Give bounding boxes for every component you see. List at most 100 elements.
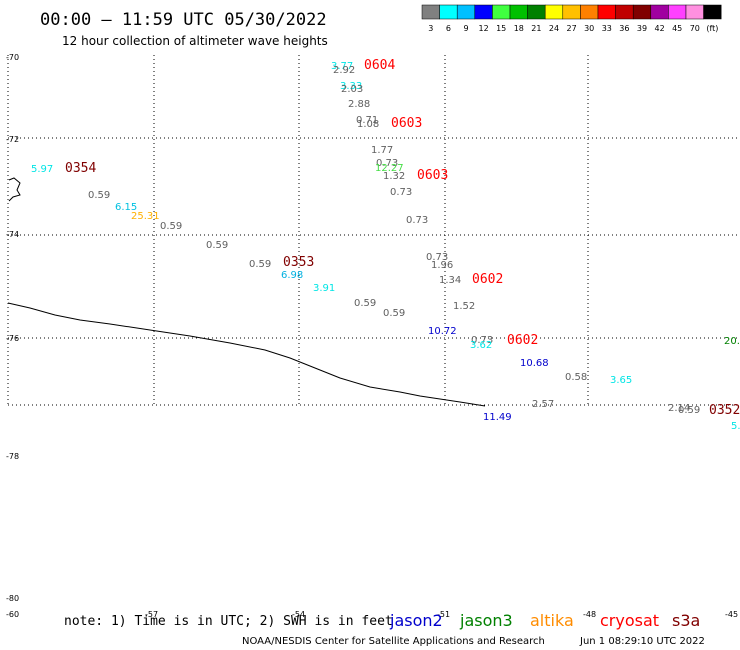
wave-height-value: 0.73 (390, 187, 412, 198)
wave-height-value: 2.88 (348, 99, 370, 110)
wave-height-value: 0.59 (383, 308, 405, 319)
pass-time-label: 0352 (709, 403, 740, 418)
legend-tick-label: 12 (479, 24, 489, 33)
legend-swatch (668, 4, 687, 20)
legend-tick-label: 9 (463, 24, 468, 33)
wave-height-value: 1.52 (453, 301, 475, 312)
wave-height-value: 10.72 (428, 326, 457, 337)
wave-height-value: 0.59 (678, 405, 700, 416)
legend-tick-label: 24 (549, 24, 559, 33)
legend-tick-label: 3 (428, 24, 433, 33)
pass-time-label: 0354 (65, 161, 96, 176)
wave-height-value: 1.77 (371, 145, 393, 156)
lon-label: -48 (583, 610, 596, 619)
wave-height-value: 3.33 (340, 81, 362, 92)
legend-tick-label: 18 (514, 24, 524, 33)
wave-height-value: 0.73 (471, 335, 493, 346)
legend-tick-label: 30 (584, 24, 594, 33)
legend-swatch (474, 4, 493, 20)
wave-height-value: 0.59 (160, 221, 182, 232)
legend-swatch (421, 4, 440, 20)
wave-height-value: 3.91 (313, 283, 335, 294)
wave-height-value: 0.73 (406, 215, 428, 226)
legend-tick-label: 36 (619, 24, 629, 33)
legend-swatch (562, 4, 581, 20)
legend-tick-label: 39 (637, 24, 647, 33)
wave-height-value: 3.65 (610, 375, 632, 386)
wave-height-value: 1.08 (357, 119, 379, 130)
wave-height-value: 11.49 (483, 412, 512, 423)
wave-height-value: 6.15 (115, 202, 137, 213)
wave-height-value: 3.62 (470, 340, 492, 351)
legend-swatch (615, 4, 634, 20)
satellite-label-jason2: jason2 (389, 611, 443, 630)
legend-swatch (456, 4, 476, 20)
legend-tick-label: 6 (446, 24, 451, 33)
footer-note: note: 1) Time is in UTC; 2) SWH is in fe… (64, 614, 393, 629)
satellite-label-jason3: jason3 (459, 611, 513, 630)
lat-label: -70 (6, 53, 19, 62)
legend-swatch (439, 4, 458, 20)
wave-height-value: 6.98 (281, 270, 303, 281)
lat-label: -78 (6, 452, 19, 461)
pass-time-label: 0353 (283, 255, 314, 270)
wave-height-value: 0.59 (206, 240, 228, 251)
wave-height-value: 0.73 (426, 252, 448, 263)
satellite-label-s3a: s3a (672, 611, 700, 630)
pass-time-label: 0604 (364, 58, 395, 73)
credit-text: NOAA/NESDIS Center for Satellite Applica… (242, 636, 545, 647)
wave-height-value: 0.73 (376, 158, 398, 169)
legend-swatch (685, 4, 704, 20)
lat-label: -72 (6, 135, 19, 144)
satellite-legend: jason2 jason3 altika cryosat s3a (389, 611, 700, 630)
legend-swatch (492, 4, 511, 20)
legend-swatch (632, 4, 652, 20)
legend-swatch (580, 4, 599, 20)
legend-swatch (703, 4, 722, 20)
wave-height-color-legend: 3 6 9 12 15 18 21 24 27 30 33 36 39 42 45 70 (ft) (421, 4, 722, 33)
wave-height-value: 20. (724, 336, 740, 347)
wave-height-value: 2.14 (668, 403, 690, 414)
wave-height-value: 3.77 (331, 61, 353, 72)
pass-time-label: 0603 (391, 116, 422, 131)
wave-height-value: 5.97 (31, 164, 53, 175)
legend-swatch (544, 4, 564, 20)
satellite-label-altika: altika (530, 611, 574, 630)
wave-height-value: 0.71 (356, 115, 378, 126)
legend-tick-label: 21 (531, 24, 541, 33)
lon-label: -51 (437, 610, 450, 619)
lat-label: -74 (6, 230, 19, 239)
legend-swatch (527, 4, 546, 20)
wave-height-value: 1.32 (383, 171, 405, 182)
lon-label: -57 (145, 610, 158, 619)
wave-height-value: 25.31 (131, 211, 160, 222)
map-title: 00:00 – 11:59 UTC 05/30/2022 (40, 10, 327, 30)
wave-height-value: 0.58 (565, 372, 587, 383)
wave-height-value: 1.34 (439, 275, 461, 286)
legend-tick-label: 45 (672, 24, 682, 33)
legend-tick-label: 15 (496, 24, 506, 33)
wave-height-value: 0.59 (88, 190, 110, 201)
wave-height-value: 0.59 (354, 298, 376, 309)
pass-time-label: 0602 (507, 333, 538, 348)
legend-swatch (650, 4, 669, 20)
lat-label: -80 (6, 594, 19, 603)
pass-time-label: 0603 (417, 168, 448, 183)
legend-swatch (509, 4, 528, 20)
island-outline (8, 177, 21, 202)
map-subtitle: 12 hour collection of altimeter wave hei… (62, 34, 328, 48)
legend-tick-label: 42 (655, 24, 665, 33)
lon-label: -54 (292, 610, 305, 619)
legend-tick-label: (ft) (706, 24, 718, 33)
lon-label: -45 (725, 610, 738, 619)
wave-height-value: 2.92 (333, 65, 355, 76)
wave-height-value: 0.59 (249, 259, 271, 270)
wave-height-value: 2.03 (341, 84, 363, 95)
wave-height-value: 10.68 (520, 358, 549, 369)
generated-timestamp: Jun 1 08:29:10 UTC 2022 (579, 636, 705, 647)
legend-tick-label: 70 (690, 24, 700, 33)
coastline (7, 302, 486, 407)
wave-height-value: 1.96 (431, 260, 453, 271)
lon-label: -60 (6, 610, 19, 619)
